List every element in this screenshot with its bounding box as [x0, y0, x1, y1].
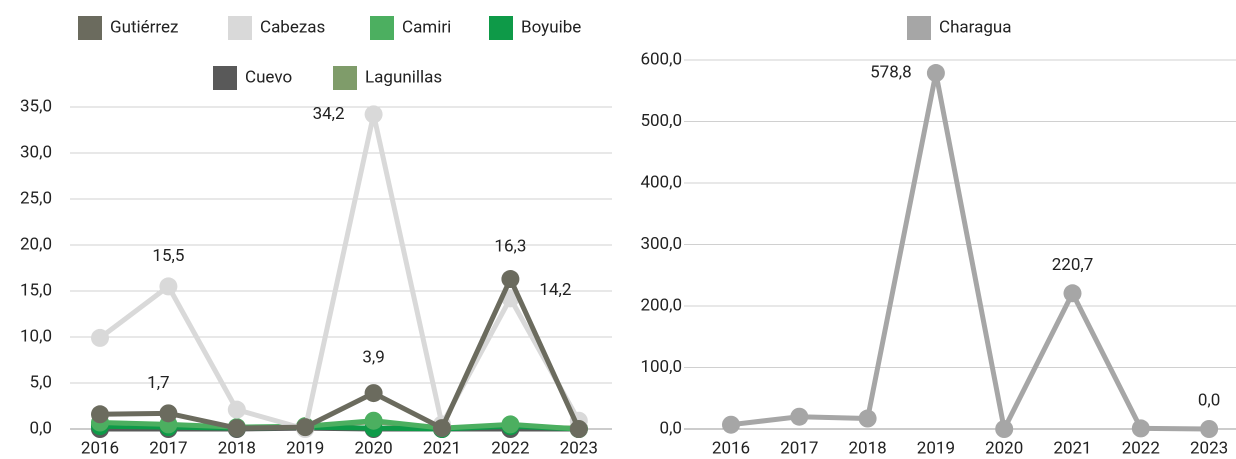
x-tick-label: 2017	[149, 438, 187, 458]
data-label: 0,0	[1198, 390, 1220, 410]
y-tick-label: 10,0	[20, 326, 52, 346]
x-tick-label: 2016	[81, 438, 119, 458]
x-tick-label: 2019	[286, 438, 324, 458]
data-label: 34,2	[313, 104, 345, 124]
legend-swatch	[78, 16, 102, 40]
y-tick-label: 500,0	[640, 111, 682, 131]
x-tick-label: 2018	[848, 438, 886, 458]
y-tick-label: 100,0	[640, 357, 682, 377]
point	[159, 404, 178, 423]
point	[569, 420, 588, 438]
point	[159, 277, 178, 296]
point	[722, 415, 740, 434]
y-tick-label: 35,0	[20, 96, 52, 116]
legend-label: Cuevo	[245, 67, 292, 87]
legend-label: Cabezas	[260, 17, 325, 37]
legend-swatch	[370, 16, 394, 40]
point	[1063, 284, 1082, 303]
y-tick-label: 30,0	[20, 142, 52, 162]
data-label: 220,7	[1052, 255, 1094, 275]
x-tick-label: 2017	[780, 438, 818, 458]
legend-swatch	[489, 16, 513, 40]
point	[227, 400, 246, 419]
point	[91, 328, 109, 347]
point	[790, 407, 809, 426]
x-tick-label: 2022	[1122, 438, 1160, 458]
legend-swatch	[907, 16, 931, 40]
series-line	[730, 70, 1210, 432]
y-tick-label: 20,0	[20, 234, 52, 254]
x-tick-label: 2020	[354, 438, 392, 458]
point	[995, 420, 1014, 438]
y-tick-label: 600,0	[640, 49, 682, 69]
point	[1200, 420, 1219, 438]
data-label: 578,8	[870, 63, 912, 83]
data-label: 1,7	[147, 373, 169, 393]
y-tick-label: 300,0	[640, 234, 682, 254]
y-tick-label: 200,0	[640, 295, 682, 315]
y-tick-label: 25,0	[20, 188, 52, 208]
legend-label: Charagua	[939, 17, 1012, 37]
point	[227, 419, 246, 438]
point	[91, 405, 109, 424]
y-tick-label: 400,0	[640, 172, 682, 192]
legend-label: Lagunillas	[365, 67, 442, 87]
point	[926, 64, 945, 83]
point	[433, 419, 451, 438]
y-tick-label: 0,0	[660, 418, 682, 438]
point	[501, 415, 520, 434]
point	[364, 384, 383, 403]
point	[296, 418, 315, 437]
data-label: 15,5	[152, 246, 184, 266]
legend-label: Gutiérrez	[110, 17, 178, 37]
data-label: 14,2	[539, 280, 571, 300]
legend-label: Boyuibe	[521, 17, 581, 37]
x-tick-label: 2021	[423, 438, 461, 458]
series-line	[99, 418, 579, 432]
point	[1131, 419, 1150, 438]
legend-swatch	[213, 66, 237, 90]
data-label: 16,3	[494, 237, 526, 257]
x-tick-label: 2020	[985, 438, 1023, 458]
point	[501, 270, 520, 289]
y-tick-label: 0,0	[30, 418, 52, 438]
x-tick-label: 2016	[712, 438, 750, 458]
x-tick-label: 2023	[1190, 438, 1228, 458]
point	[364, 105, 383, 124]
x-tick-label: 2018	[218, 438, 256, 458]
series-line	[99, 276, 582, 431]
data-label: 3,9	[362, 348, 384, 368]
y-tick-label: 15,0	[20, 280, 52, 300]
legend-swatch	[228, 16, 252, 40]
x-tick-label: 2021	[1053, 438, 1091, 458]
x-tick-label: 2022	[491, 438, 529, 458]
legend-label: Camiri	[402, 17, 451, 37]
series-line	[98, 111, 581, 432]
point	[364, 411, 383, 430]
y-tick-label: 5,0	[30, 372, 52, 392]
legend-swatch	[333, 66, 357, 90]
x-tick-label: 2019	[917, 438, 955, 458]
x-tick-label: 2023	[560, 438, 598, 458]
point	[858, 409, 877, 428]
